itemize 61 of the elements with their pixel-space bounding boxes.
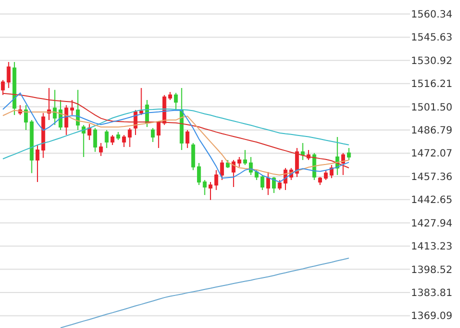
candlestick bbox=[191, 142, 196, 171]
line-series bbox=[2, 92, 350, 183]
line-series bbox=[2, 92, 350, 168]
candlestick bbox=[122, 134, 126, 148]
candlestick bbox=[93, 127, 98, 152]
y-tick-label: 1486.79 bbox=[411, 126, 452, 137]
candlestick bbox=[128, 127, 132, 148]
y-tick-label: 1442.65 bbox=[411, 195, 452, 206]
candlestick bbox=[104, 130, 109, 148]
candlestick bbox=[139, 88, 144, 116]
candlestick bbox=[99, 142, 103, 157]
y-tick-label: 1516.21 bbox=[411, 79, 452, 90]
candlestick bbox=[64, 104, 68, 136]
candlestick bbox=[52, 89, 57, 126]
y-tick-label: 1545.63 bbox=[411, 32, 452, 44]
candlestick bbox=[186, 130, 190, 148]
line-series bbox=[2, 108, 350, 160]
candlestick bbox=[324, 170, 328, 181]
candlestick bbox=[24, 104, 28, 130]
candlestick bbox=[156, 121, 160, 148]
y-tick-label: 1398.52 bbox=[411, 264, 452, 276]
candlestick bbox=[150, 127, 155, 142]
candlestick bbox=[237, 156, 242, 168]
line-series bbox=[2, 110, 350, 176]
line-series bbox=[60, 258, 350, 328]
candlestick bbox=[318, 176, 322, 186]
candlestick bbox=[110, 134, 114, 146]
y-tick-label: 1472.07 bbox=[411, 148, 452, 160]
candlestick bbox=[346, 147, 351, 160]
candlestick bbox=[202, 180, 207, 196]
candlestick bbox=[260, 174, 264, 190]
y-tick-label: 1427.94 bbox=[411, 218, 452, 230]
candlestick bbox=[220, 159, 224, 181]
y-tick-label: 1501.50 bbox=[411, 102, 452, 114]
candlestick bbox=[30, 120, 34, 174]
y-tick-label: 1560.34 bbox=[411, 9, 452, 20]
candlestick bbox=[76, 89, 80, 130]
candlestick bbox=[266, 171, 270, 196]
candlestick bbox=[272, 176, 276, 194]
candlestick bbox=[341, 152, 346, 176]
candlestick bbox=[180, 88, 184, 151]
candlestick bbox=[197, 162, 201, 186]
candlestick bbox=[278, 180, 282, 190]
candlestick bbox=[82, 124, 86, 158]
y-tick-label: 1457.36 bbox=[411, 172, 452, 183]
candlestick bbox=[300, 142, 305, 160]
candlestick bbox=[70, 100, 74, 116]
candlestick bbox=[116, 132, 120, 140]
candlestick bbox=[243, 150, 248, 166]
y-tick-label: 1413.23 bbox=[411, 242, 452, 253]
candlestick bbox=[214, 170, 218, 190]
candlestick bbox=[47, 88, 51, 121]
candlestick bbox=[12, 62, 16, 116]
candlestick bbox=[36, 144, 40, 183]
y-tick-label: 1369.09 bbox=[411, 311, 452, 322]
y-tick-label: 1383.81 bbox=[411, 288, 452, 299]
candlestick bbox=[174, 92, 178, 110]
y-tick-label: 1530.92 bbox=[411, 56, 452, 67]
candlestick bbox=[208, 182, 212, 201]
candlestick bbox=[87, 124, 92, 140]
candlestick bbox=[232, 159, 236, 188]
